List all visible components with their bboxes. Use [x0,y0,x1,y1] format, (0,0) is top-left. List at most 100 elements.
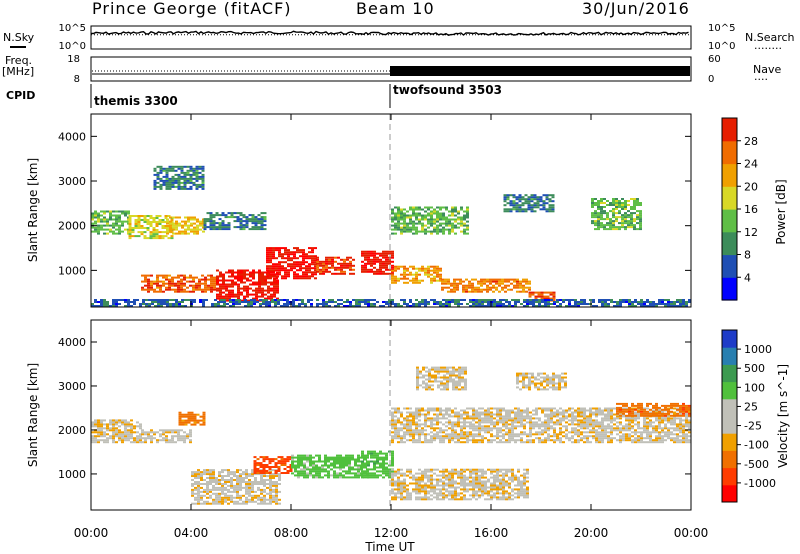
velocity-echo-cell [433,496,436,499]
power-echo-cell [169,220,172,223]
velocity-echo-cell [294,466,297,469]
power-echo-cell [128,233,132,236]
power-echo-cell [397,267,400,270]
power-echo-cell [633,198,636,200]
power-echo-cell [103,216,106,219]
velocity-echo-cell [309,468,312,471]
power-echo-cell [195,286,198,289]
velocity-echo-cell [508,413,511,416]
velocity-echo-cell [233,484,236,487]
power-echo-cell [222,279,225,282]
power-echo-cell [460,218,463,221]
power-echo-cell [214,303,217,305]
power-echo-cell [283,303,286,305]
velocity-echo-cell [394,431,397,434]
power-echo-cell [155,225,159,227]
power-echo-cell [518,206,522,209]
power-echo-cell [591,200,594,202]
velocity-echo-cell [451,472,454,475]
power-echo-cell [441,288,444,291]
power-echo-cell [231,273,234,276]
power-echo-cell [507,278,510,281]
velocity-echo-cell [511,478,514,481]
velocity-echo-cell [394,415,397,418]
power-echo-cell [216,297,219,300]
power-echo-cell [603,218,606,221]
power-echo-cell [439,230,442,233]
velocity-echo-cell [472,411,475,414]
power-echo-cell [631,301,634,303]
power-echo-cell [212,216,216,219]
velocity-echo-cell [415,431,418,434]
power-echo-cell [308,269,311,272]
velocity-echo-cell [427,496,430,499]
power-echo-cell [403,269,406,272]
power-echo-cell [180,177,184,180]
velocity-echo-cell [139,433,142,436]
power-echo-cell [159,165,163,168]
velocity-echo-cell [406,488,409,491]
power-echo-cell [630,222,633,225]
power-echo-cell [252,289,255,292]
power-echo-cell [391,266,394,269]
power-echo-cell [241,301,244,303]
power-echo-cell [676,301,679,303]
velocity-echo-cell [361,462,364,465]
power-echo-cell [222,273,225,276]
velocity-echo-cell [268,462,272,465]
velocity-echo-cell [397,490,400,493]
power-echo-cell [463,210,466,213]
power-echo-cell [159,167,163,170]
velocity-echo-cell [454,413,457,416]
power-echo-cell [139,305,142,307]
velocity-echo-cell [469,435,472,438]
power-echo-cell [268,301,271,303]
power-echo-cell [277,301,280,303]
power-echo-cell [624,226,627,229]
velocity-echo-cell [351,466,354,469]
power-echo-cell [591,214,594,217]
velocity-echo-cell [418,433,421,436]
power-echo-cell [400,228,403,231]
velocity-echo-cell [436,482,439,485]
power-echo-cell [328,301,331,303]
velocity-echo-cell [275,481,278,483]
velocity-echo-cell [181,423,185,426]
velocity-echo-cell [239,486,242,489]
power-echo-cell [477,280,480,283]
power-echo-cell [142,299,145,301]
power-echo-cell [171,282,174,285]
power-echo-cell [237,291,240,294]
power-echo-cell [618,200,621,202]
velocity-echo-cell [520,486,523,489]
power-echo-cell [156,290,159,293]
power-echo-cell [225,293,228,296]
power-echo-cell [591,220,594,223]
power-echo-cell [287,275,290,278]
velocity-echo-cell [496,431,499,434]
velocity-echo-cell [321,468,324,471]
power-echo-cell [630,198,633,200]
velocity-echo-cell [168,439,171,442]
power-echo-cell [299,255,302,258]
velocity-echo-cell [406,411,409,414]
velocity-echo-cell [370,454,373,457]
velocity-echo-cell [382,470,385,473]
power-echo-cell [296,257,299,260]
velocity-echo-cell [236,481,239,483]
power-echo-cell [618,216,621,219]
power-echo-cell [210,290,213,293]
power-echo-cell [115,303,118,305]
power-echo-cell [495,286,498,289]
power-echo-cell [385,256,388,259]
velocity-echo-cell [451,490,454,493]
power-echo-cell [515,204,519,207]
velocity-echo-cell [206,477,209,479]
power-echo-cell [337,299,340,301]
velocity-echo-cell [391,421,394,424]
velocity-echo-cell [481,427,484,430]
power-echo-cell [152,231,156,234]
power-echo-cell [195,185,199,188]
velocity-echo-cell [394,425,397,428]
